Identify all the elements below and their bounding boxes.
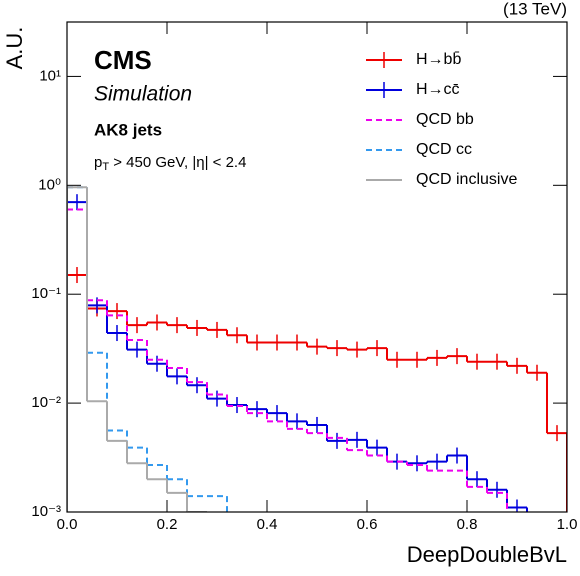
legend-label: QCD cc — [416, 141, 472, 158]
y-tick-label: 10⁰ — [38, 176, 61, 193]
x-tick-label: 0.2 — [157, 516, 178, 533]
cut-var: p — [94, 154, 102, 171]
x-tick-label: 0.0 — [57, 516, 78, 533]
cut-label: pT > 450 GeV, |η| < 2.4 — [94, 154, 246, 173]
subtitle: Simulation — [94, 83, 192, 106]
y-axis-label: A.U. — [2, 27, 27, 70]
experiment: CMS — [94, 45, 152, 75]
plot-area — [67, 186, 567, 512]
legend-label: QCD inclusive — [416, 171, 517, 188]
y-tick-label: 10⁻³ — [31, 503, 61, 520]
energy-label: (13 TeV) — [503, 0, 567, 18]
x-tick-label: 0.8 — [457, 516, 478, 533]
x-tick-label: 0.6 — [357, 516, 378, 533]
hist-connector — [67, 202, 528, 512]
cut-rest: > 450 GeV, |η| < 2.4 — [109, 154, 246, 171]
legend-label: H→cc̄ — [416, 81, 460, 98]
frame — [66, 21, 568, 513]
x-tick-label: 1.0 — [557, 516, 578, 533]
y-tick-label: 10⁻¹ — [31, 285, 61, 302]
y-tick-label: 10¹ — [39, 67, 61, 84]
legend-label: H→bb̄ — [416, 51, 461, 68]
y-tick-label: 10⁻² — [31, 394, 61, 411]
hist-connector — [67, 275, 567, 512]
hist-connector — [67, 187, 208, 512]
annotation: AK8 jets — [94, 120, 162, 139]
cut-sub: T — [102, 161, 109, 173]
x-tick-label: 0.4 — [257, 516, 278, 533]
x-axis-label: DeepDoubleBvL — [407, 542, 567, 567]
hist-connector — [67, 209, 508, 512]
legend-label: QCD bb — [416, 111, 474, 128]
